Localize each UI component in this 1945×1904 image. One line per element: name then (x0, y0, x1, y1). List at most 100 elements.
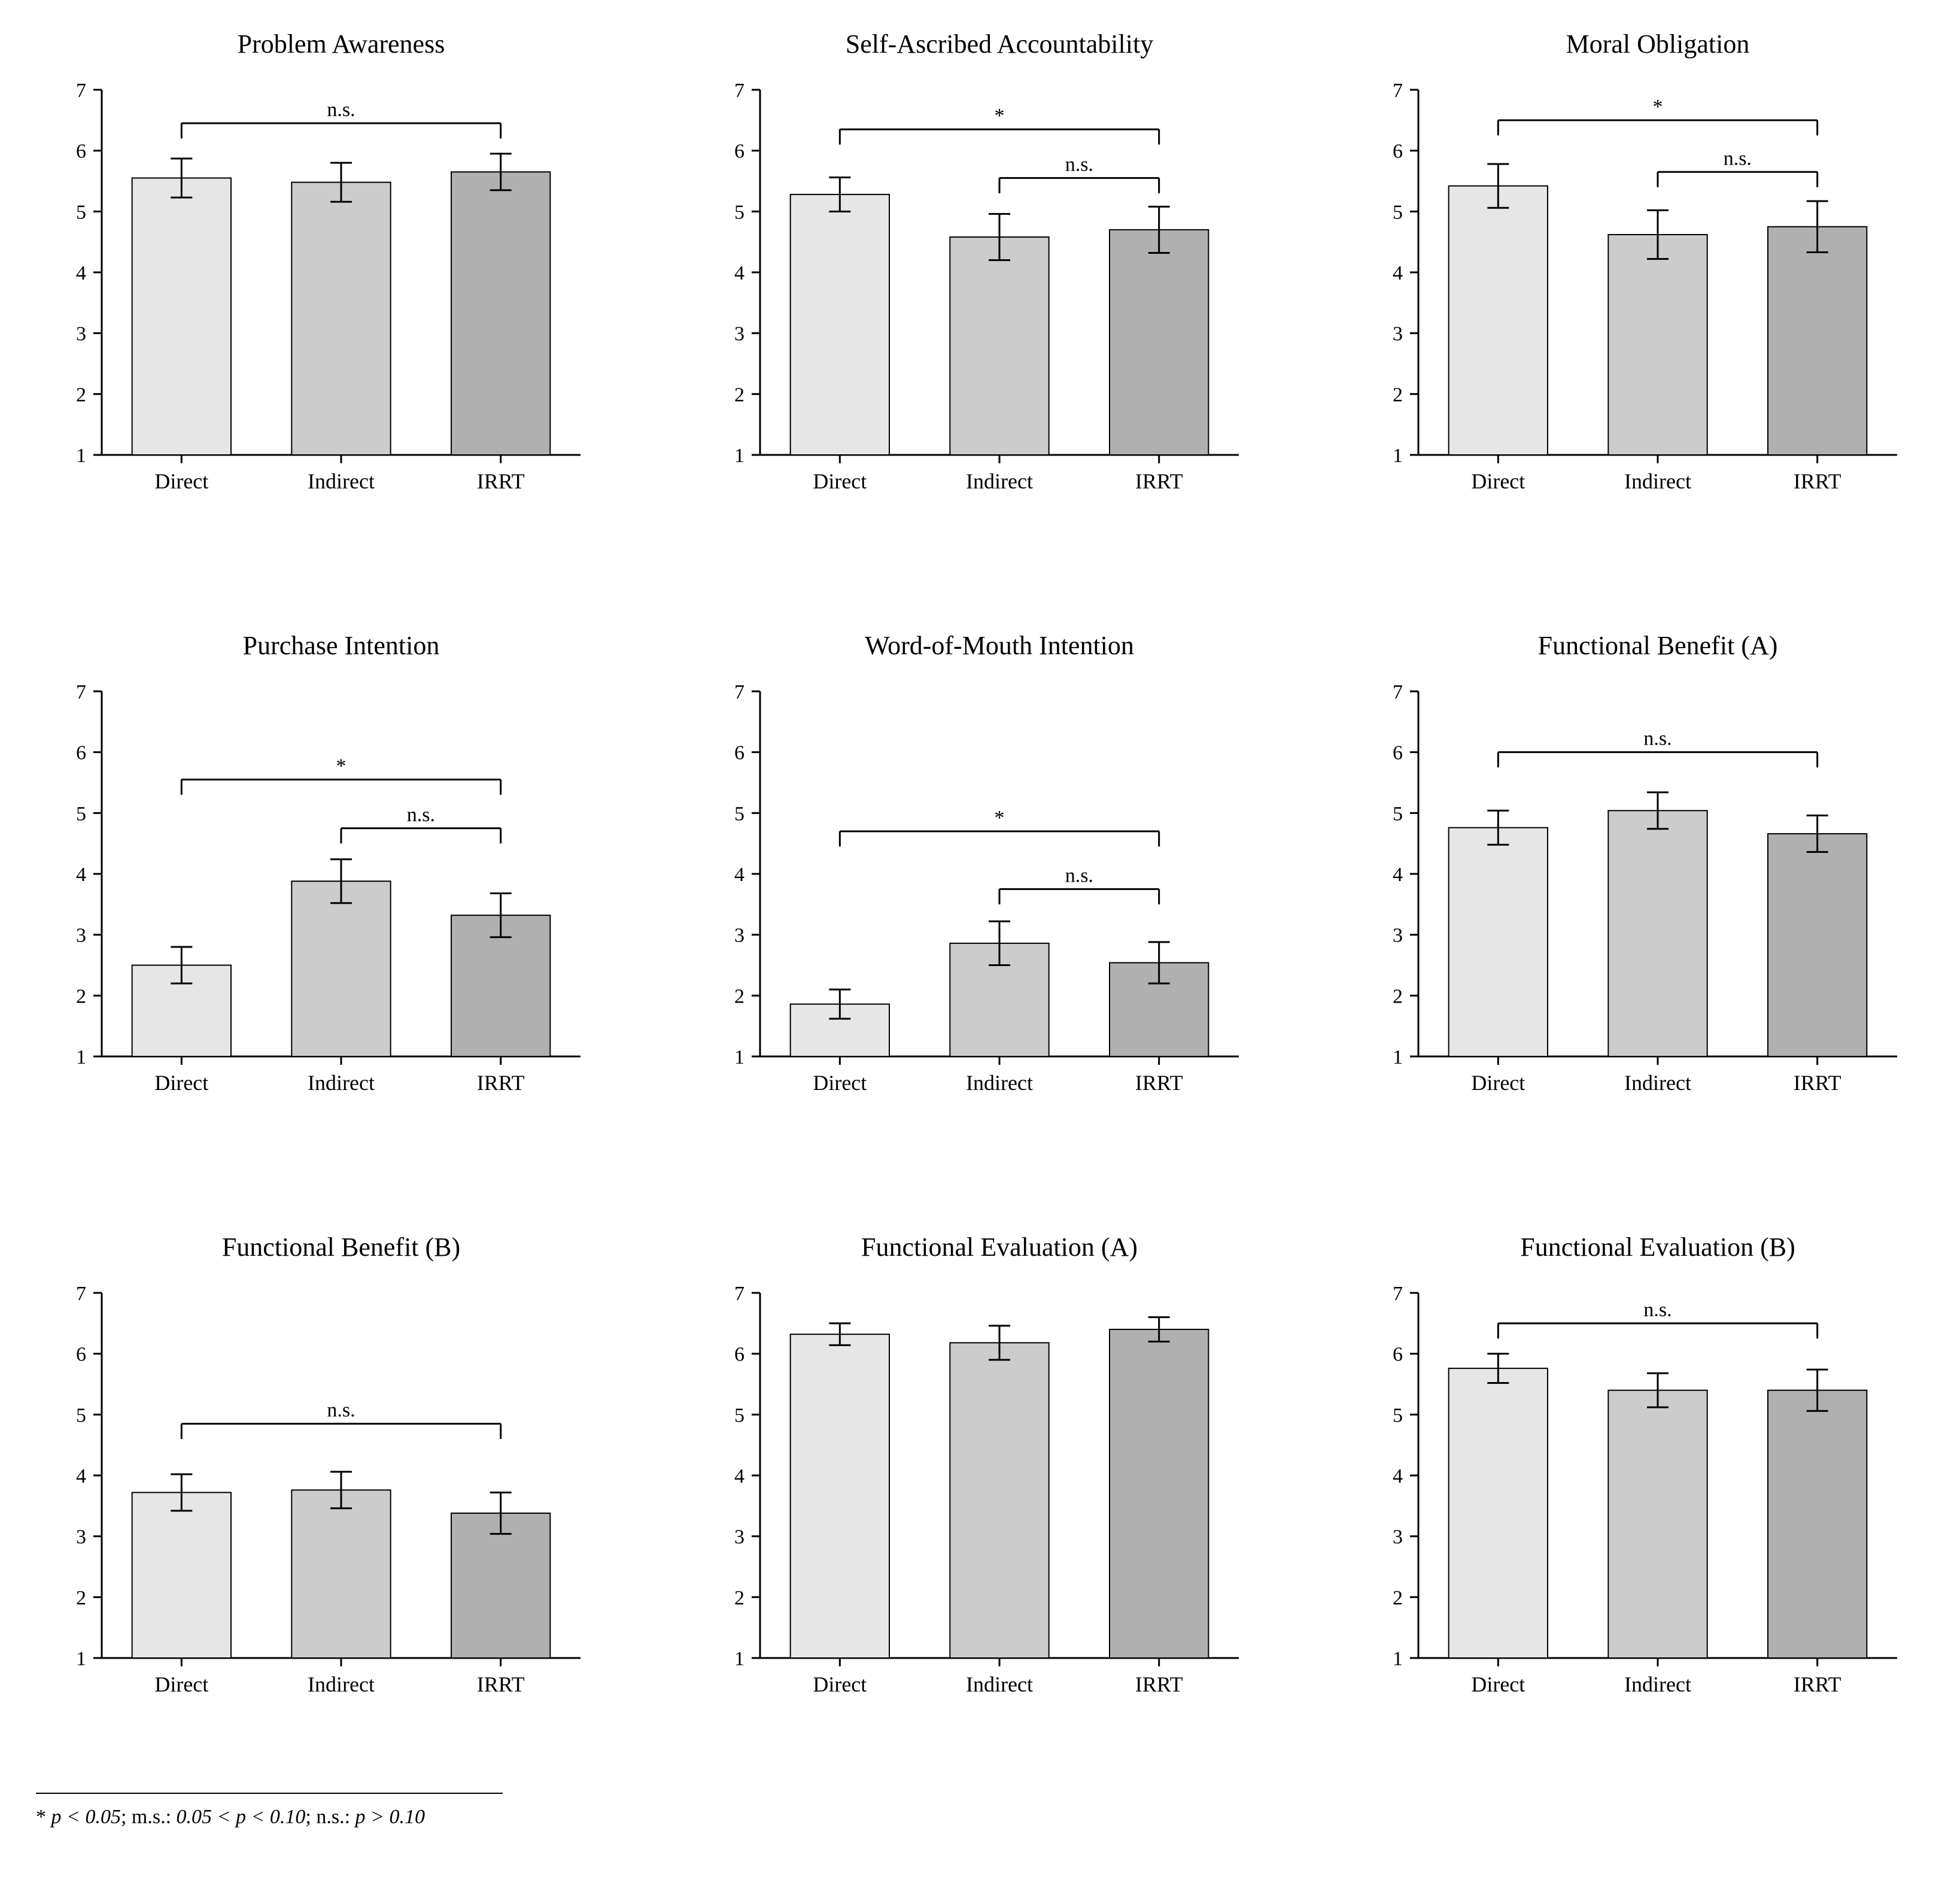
y-tick-label: 7 (734, 681, 744, 703)
category-label: Indirect (966, 469, 1033, 493)
category-label: IRRT (477, 469, 525, 493)
chart-title: Purchase Intention (243, 631, 440, 660)
sig-label: n.s. (1065, 864, 1093, 886)
chart-title: Functional Benefit (B) (222, 1232, 460, 1262)
sig-label: n.s. (1724, 147, 1752, 169)
footnote-star: * (36, 1806, 51, 1828)
bar (1449, 828, 1548, 1056)
y-tick-label: 7 (1393, 80, 1403, 102)
y-tick-label: 2 (734, 985, 744, 1007)
y-tick-label: 3 (76, 925, 86, 947)
y-tick-label: 5 (76, 201, 86, 223)
y-tick-label: 5 (76, 1404, 86, 1426)
y-tick-label: 5 (734, 201, 744, 223)
category-label: IRRT (1794, 1672, 1841, 1696)
y-tick-label: 4 (76, 864, 86, 886)
bar (950, 237, 1049, 455)
category-label: Indirect (966, 1672, 1033, 1696)
y-tick-label: 2 (734, 1587, 744, 1609)
category-label: Direct (1471, 469, 1525, 493)
y-tick-label: 4 (1393, 1465, 1403, 1487)
footnote-p1: p < 0.05 (51, 1806, 121, 1828)
y-tick-label: 1 (1393, 1648, 1403, 1670)
bar (451, 1513, 550, 1658)
sig-label: * (336, 755, 347, 777)
category-label: IRRT (1135, 1672, 1183, 1696)
category-label: Direct (813, 1672, 867, 1696)
chart-title: Functional Evaluation (A) (861, 1232, 1138, 1262)
chart-title: Problem Awareness (238, 29, 445, 59)
chart-panel: Word-of-Mouth Intention1234567DirectIndi… (694, 625, 1281, 1131)
y-tick-label: 7 (76, 681, 86, 703)
bar (1768, 834, 1867, 1056)
bar (1449, 186, 1548, 455)
y-tick-label: 4 (734, 864, 744, 886)
sig-label: n.s. (407, 804, 435, 826)
category-label: IRRT (1135, 469, 1183, 493)
category-label: Indirect (1624, 1672, 1691, 1696)
y-tick-label: 1 (734, 445, 744, 467)
page: Problem Awareness 1 2 3 4 5 6 7 Direct Indirect IR… (0, 0, 1945, 1853)
y-tick-label: 1 (1393, 1046, 1403, 1068)
bar (1110, 230, 1208, 455)
y-tick-label: 2 (1393, 384, 1403, 406)
bar (1608, 235, 1707, 455)
chart-grid: Problem Awareness 1 2 3 4 5 6 7 Direct Indirect IR… (36, 24, 1909, 1733)
y-tick-label: 3 (1393, 323, 1403, 345)
sig-label: n.s. (327, 99, 355, 121)
y-tick-label: 2 (76, 384, 86, 406)
y-tick-label: 7 (76, 1283, 86, 1305)
y-tick-label: 1 (734, 1648, 744, 1670)
footnote-p3: p > 0.10 (355, 1806, 425, 1828)
y-tick-label: 5 (1393, 1404, 1403, 1426)
bar (791, 195, 889, 455)
y-tick-label: 3 (76, 1526, 86, 1548)
y-tick-label: 1 (76, 1046, 86, 1068)
y-tick-label: 5 (76, 803, 86, 825)
chart-svg: Moral Obligation1234567DirectIndirectIRR… (1353, 24, 1939, 527)
bar (791, 1334, 889, 1658)
bar (291, 1490, 390, 1658)
bar (1768, 227, 1867, 455)
footnote-sep1: ; m.s.: (121, 1806, 177, 1828)
chart-panel: Purchase Intention1234567DirectIndirectI… (36, 625, 622, 1131)
y-tick-label: 2 (76, 1587, 86, 1609)
chart-svg: Functional Benefit (A)1234567DirectIndir… (1353, 625, 1939, 1128)
y-tick-label: 3 (76, 323, 86, 345)
chart-title: Functional Evaluation (B) (1520, 1232, 1795, 1262)
y-tick-label: 2 (734, 384, 744, 406)
category-label: Indirect (966, 1071, 1033, 1095)
sig-label: * (995, 807, 1005, 829)
sig-label: n.s. (327, 1399, 355, 1422)
chart-svg: Purchase Intention1234567DirectIndirectI… (36, 625, 622, 1128)
y-tick-label: 6 (1393, 1344, 1403, 1366)
category-label: Indirect (1624, 469, 1691, 493)
chart-panel: Problem Awareness1234567DirectIndirectIR… (36, 24, 622, 530)
chart-svg: Word-of-Mouth Intention1234567DirectIndi… (694, 625, 1281, 1128)
y-tick-label: 1 (76, 1648, 86, 1670)
y-tick-label: 6 (734, 1344, 744, 1366)
y-tick-label: 7 (734, 80, 744, 102)
bar (291, 183, 390, 455)
y-tick-label: 2 (1393, 1587, 1403, 1609)
chart-svg: Functional Evaluation (B)1234567DirectIn… (1353, 1227, 1939, 1730)
y-tick-label: 4 (76, 262, 86, 284)
sig-label: n.s. (1643, 1299, 1672, 1321)
category-label: Indirect (308, 469, 375, 493)
chart-svg: Problem Awareness1234567DirectIndirectIR… (36, 24, 622, 527)
y-tick-label: 6 (734, 742, 744, 764)
category-label: Indirect (1624, 1071, 1691, 1095)
chart-panel: Functional Benefit (A)1234567DirectIndir… (1353, 625, 1939, 1131)
category-label: Indirect (308, 1071, 375, 1095)
y-tick-label: 7 (1393, 1283, 1403, 1305)
chart-title: Self-Ascribed Accountability (846, 29, 1153, 59)
y-tick-label: 6 (76, 742, 86, 764)
y-tick-label: 4 (1393, 262, 1403, 284)
bar (1110, 1329, 1208, 1658)
category-label: IRRT (1794, 469, 1841, 493)
y-tick-label: 3 (1393, 925, 1403, 947)
chart-svg: Functional Benefit (B)1234567DirectIndir… (36, 1227, 622, 1730)
bar (1608, 810, 1707, 1056)
y-tick-label: 1 (734, 1046, 744, 1068)
y-tick-label: 6 (1393, 141, 1403, 163)
